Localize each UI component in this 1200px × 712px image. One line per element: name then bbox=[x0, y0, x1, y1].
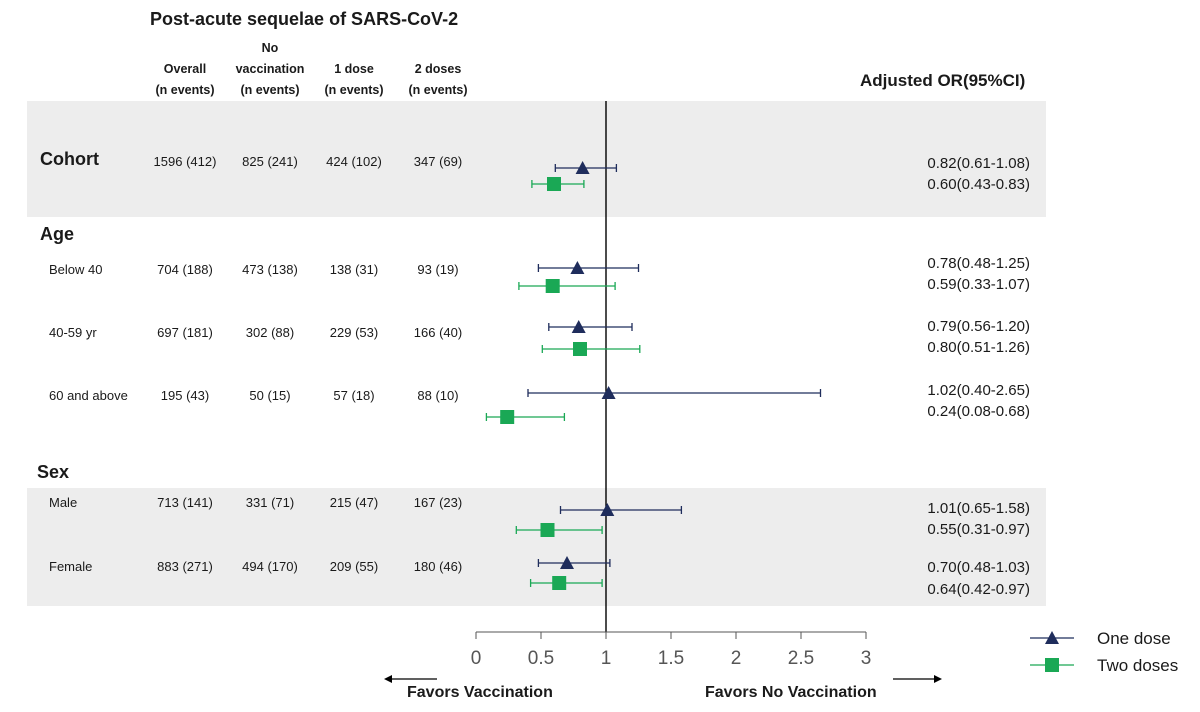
group-label-age: Age bbox=[40, 224, 75, 244]
group-label-cohort: Cohort bbox=[40, 149, 99, 169]
x-tick-label: 0.5 bbox=[528, 648, 554, 669]
row-label-below-40: Below 40 bbox=[49, 262, 103, 277]
cell-female-2-doses: 180 (46) bbox=[413, 559, 463, 574]
cell-60plus-1-dose: 57 (18) bbox=[333, 388, 375, 403]
x-tick-label: 2.5 bbox=[788, 648, 814, 669]
two-doses-point-row-5 bbox=[552, 576, 567, 590]
or-text-below40-one-dose: 0.78(0.48-1.25) bbox=[927, 255, 1030, 272]
cell-60plus-no-vaccination: 50 (15) bbox=[249, 388, 291, 403]
cell-cohort-no-vaccination: 825 (241) bbox=[242, 154, 298, 169]
cell-female-no-vaccination: 494 (170) bbox=[242, 559, 298, 574]
cell-40-59-1-dose: 229 (53) bbox=[329, 325, 379, 340]
two-doses-point-row-1 bbox=[545, 279, 560, 293]
one-dose-point-row-2 bbox=[571, 320, 586, 333]
two-doses-point-row-4 bbox=[540, 523, 555, 537]
cell-male-no-vaccination: 331 (71) bbox=[245, 495, 295, 510]
row-label-female: Female bbox=[49, 559, 93, 574]
legend-marker-two-doses bbox=[1045, 658, 1059, 672]
column-header-1-dose: 1 dose (n events) bbox=[324, 62, 384, 97]
chart-title: Post-acute sequelae of SARS-CoV-2 bbox=[150, 9, 459, 29]
cell-male-1-dose: 215 (47) bbox=[329, 495, 379, 510]
group-label-sex: Sex bbox=[37, 462, 70, 482]
legend-label-two-doses: Two doses bbox=[1097, 656, 1179, 675]
one-dose-point-row-4 bbox=[600, 503, 615, 516]
x-tick-label: 3 bbox=[861, 648, 872, 669]
cell-40-59-2-doses: 166 (40) bbox=[413, 325, 463, 340]
or-text-cohort-one-dose: 0.82(0.61-1.08) bbox=[927, 155, 1030, 172]
x-tick-label: 0 bbox=[471, 648, 482, 669]
legend-label-one-dose: One dose bbox=[1097, 629, 1171, 648]
x-tick-label: 2 bbox=[731, 648, 742, 669]
favors-vaccination-label: Favors Vaccination bbox=[407, 684, 553, 701]
or-text-cohort-two-doses: 0.60(0.43-0.83) bbox=[927, 176, 1030, 193]
row-label-male: Male bbox=[49, 495, 78, 510]
favors-no-vaccination-label: Favors No Vaccination bbox=[705, 684, 877, 701]
two-doses-point-row-0 bbox=[547, 177, 561, 191]
cohort-band bbox=[27, 101, 1046, 217]
cell-female-overall: 883 (271) bbox=[157, 559, 213, 574]
cell-40-59-overall: 697 (181) bbox=[157, 325, 213, 340]
two-doses-point-row-2 bbox=[573, 342, 587, 356]
cell-male-overall: 713 (141) bbox=[157, 495, 213, 510]
or-text-40-59-two-doses: 0.80(0.51-1.26) bbox=[927, 339, 1030, 356]
cell-female-1-dose: 209 (55) bbox=[329, 559, 379, 574]
one-dose-point-row-5 bbox=[560, 556, 574, 569]
cell-60plus-2-doses: 88 (10) bbox=[417, 388, 459, 403]
x-tick-label: 1 bbox=[601, 648, 612, 669]
or-text-female-one-dose: 0.70(0.48-1.03) bbox=[927, 559, 1030, 576]
one-dose-point-row-3 bbox=[601, 386, 616, 399]
cell-below40-no-vaccination: 473 (138) bbox=[242, 262, 298, 277]
cell-below40-overall: 704 (188) bbox=[157, 262, 213, 277]
or-text-male-one-dose: 1.01(0.65-1.58) bbox=[927, 500, 1030, 517]
sex-band bbox=[27, 488, 1046, 606]
or-text-male-two-doses: 0.55(0.31-0.97) bbox=[927, 521, 1030, 538]
row-label-60-above: 60 and above bbox=[49, 388, 128, 403]
arrow-right-icon bbox=[893, 675, 942, 683]
cell-60plus-overall: 195 (43) bbox=[160, 388, 210, 403]
arrow-left-icon bbox=[384, 675, 437, 683]
cell-cohort-1-dose: 424 (102) bbox=[326, 154, 382, 169]
one-dose-point-row-1 bbox=[570, 261, 585, 274]
legend-marker-one-dose bbox=[1045, 631, 1059, 644]
two-doses-point-row-3 bbox=[500, 410, 515, 424]
or-text-60plus-two-doses: 0.24(0.08-0.68) bbox=[927, 403, 1030, 420]
column-header-no-vaccination: No vaccination (n events) bbox=[235, 41, 305, 97]
x-tick-label: 1.5 bbox=[658, 648, 684, 669]
column-header-2-doses: 2 doses (n events) bbox=[408, 62, 468, 97]
row-label-40-59: 40-59 yr bbox=[49, 325, 97, 340]
or-column-header: Adjusted OR(95%CI) bbox=[860, 71, 1026, 90]
or-text-below40-two-doses: 0.59(0.33-1.07) bbox=[927, 276, 1030, 293]
or-text-60plus-one-dose: 1.02(0.40-2.65) bbox=[927, 382, 1030, 399]
or-text-female-two-doses: 0.64(0.42-0.97) bbox=[927, 581, 1030, 598]
cell-cohort-overall: 1596 (412) bbox=[153, 154, 217, 169]
cell-cohort-2-doses: 347 (69) bbox=[413, 154, 463, 169]
one-dose-point-row-0 bbox=[575, 161, 590, 174]
column-header-overall: Overall (n events) bbox=[155, 62, 215, 97]
cell-below40-2-doses: 93 (19) bbox=[417, 262, 459, 277]
cell-40-59-no-vaccination: 302 (88) bbox=[245, 325, 295, 340]
cell-male-2-doses: 167 (23) bbox=[413, 495, 463, 510]
or-text-40-59-one-dose: 0.79(0.56-1.20) bbox=[927, 318, 1030, 335]
cell-below40-1-dose: 138 (31) bbox=[329, 262, 379, 277]
